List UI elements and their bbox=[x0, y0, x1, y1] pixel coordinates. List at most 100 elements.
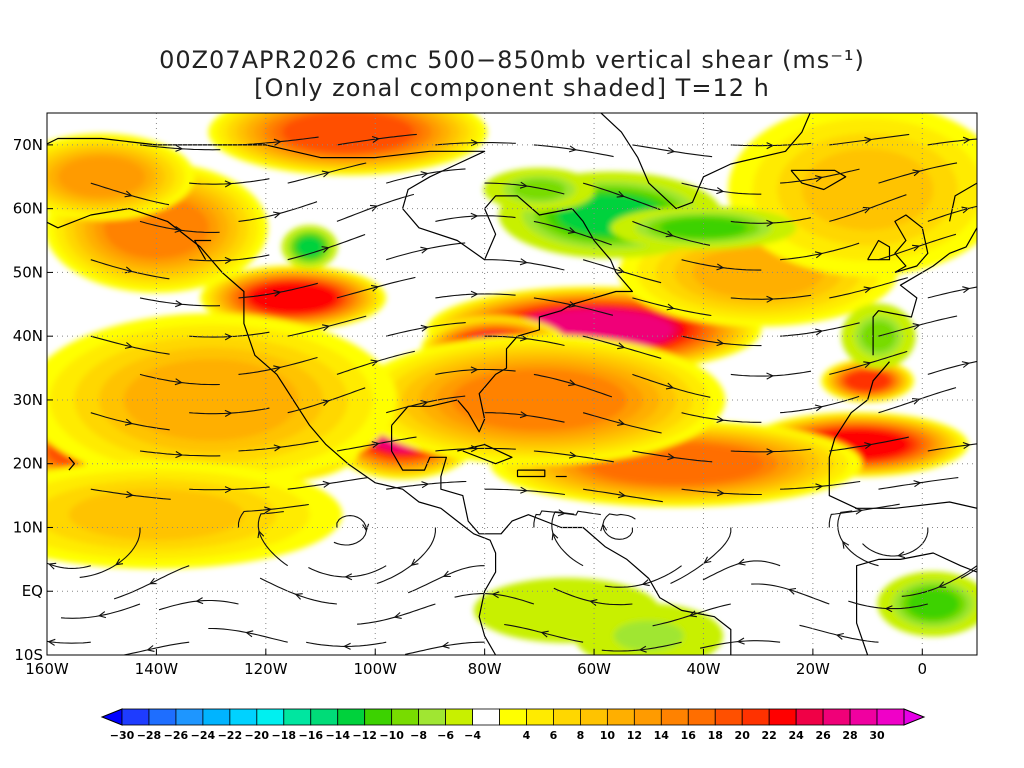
positive-shear-band bbox=[745, 412, 969, 478]
streamline bbox=[336, 350, 415, 375]
streamline-arrowhead bbox=[787, 587, 797, 595]
colorbar-swatch bbox=[876, 708, 905, 726]
streamline bbox=[139, 450, 221, 457]
streamline-arrowhead bbox=[937, 581, 947, 588]
colorbar-label: −30 bbox=[110, 729, 135, 742]
streamline bbox=[287, 315, 367, 337]
streamline-arrowhead bbox=[272, 211, 282, 219]
streamline bbox=[976, 259, 977, 260]
streamline-arrowhead bbox=[962, 136, 971, 144]
streamline-arrowhead bbox=[195, 597, 204, 605]
streamline bbox=[681, 259, 762, 271]
streamline-arrowhead bbox=[321, 399, 330, 407]
streamline bbox=[386, 168, 466, 184]
streamline-arrowhead bbox=[716, 263, 725, 271]
y-tick-label: 70N bbox=[13, 136, 43, 154]
streamline-arrowhead bbox=[273, 138, 282, 146]
streamline-arrowhead bbox=[273, 365, 282, 373]
streamline-arrowhead bbox=[148, 577, 158, 585]
shear-contour bbox=[451, 369, 627, 431]
streamline-arrowhead bbox=[667, 147, 676, 155]
streamline-arrowhead bbox=[862, 206, 871, 214]
streamline-arrowhead bbox=[410, 558, 419, 566]
streamline-arrowhead bbox=[766, 295, 775, 303]
colorbar-swatch bbox=[445, 708, 473, 726]
streamline bbox=[386, 242, 466, 261]
streamline bbox=[287, 233, 366, 261]
streamline bbox=[484, 182, 565, 195]
streamline bbox=[484, 488, 565, 496]
streamline bbox=[601, 641, 682, 652]
shear-contour bbox=[613, 620, 684, 652]
streamline bbox=[139, 297, 221, 307]
streamline bbox=[780, 322, 860, 337]
streamline-arrowhead bbox=[589, 599, 598, 607]
positive-shear-band bbox=[200, 265, 387, 331]
colorbar-swatch bbox=[418, 708, 446, 726]
streamline bbox=[878, 477, 959, 490]
streamline-arrowhead bbox=[97, 611, 107, 619]
streamline-arrowhead bbox=[519, 181, 528, 189]
streamline-arrowhead bbox=[815, 328, 824, 336]
streamline-arrowhead bbox=[766, 142, 775, 150]
streamline-arrowhead bbox=[600, 523, 608, 532]
streamline bbox=[435, 142, 516, 146]
streamline-arrowhead bbox=[264, 506, 273, 514]
colorbar-label: −26 bbox=[164, 729, 189, 742]
colorbar-swatch bbox=[229, 708, 258, 726]
streamline bbox=[780, 480, 861, 490]
streamline-arrowhead bbox=[124, 342, 134, 349]
streamline-arrowhead bbox=[245, 630, 254, 638]
colorbar-swatch bbox=[687, 708, 716, 726]
streamline bbox=[189, 178, 270, 185]
streamline bbox=[208, 627, 288, 643]
streamline-arrowhead bbox=[994, 550, 1001, 556]
streamline bbox=[238, 282, 318, 299]
colorbar-label: 28 bbox=[842, 729, 857, 742]
streamline bbox=[259, 577, 337, 605]
streamline bbox=[878, 315, 958, 337]
colorbar-swatch bbox=[580, 708, 608, 726]
positive-shear-band bbox=[47, 460, 343, 569]
streamline bbox=[357, 603, 436, 625]
streamline bbox=[837, 510, 879, 567]
streamline bbox=[533, 297, 614, 316]
colorbar-swatch bbox=[175, 708, 204, 726]
streamline bbox=[780, 395, 860, 414]
streamline-arrowhead bbox=[716, 489, 725, 497]
streamline-arrowhead bbox=[470, 212, 479, 220]
chart-title-line-1: 00Z07APR2026 cmc 500−850mb vertical shea… bbox=[159, 46, 865, 74]
streamline bbox=[189, 254, 270, 262]
streamline-arrowhead bbox=[912, 397, 921, 405]
streamline-arrowhead bbox=[519, 258, 528, 266]
y-tick-label: 10N bbox=[13, 518, 43, 536]
streamline-arrowhead bbox=[343, 642, 351, 650]
streamline-arrowhead bbox=[665, 382, 675, 390]
streamline-arrowhead bbox=[1013, 329, 1019, 335]
streamline-arrowhead bbox=[766, 219, 775, 227]
streamline-arrowhead bbox=[962, 441, 971, 450]
negative-shear-patch bbox=[877, 571, 977, 637]
streamline-arrowhead bbox=[568, 145, 578, 153]
streamline bbox=[976, 335, 977, 337]
colorbar: −30 −28 −26 −24 −22 −20 −18 −16 −14 −12 −10 −8 −6 −4 4… bbox=[100, 708, 926, 742]
streamline-arrowhead bbox=[420, 399, 429, 407]
streamline bbox=[533, 450, 614, 463]
streamline-arrowhead bbox=[884, 605, 893, 613]
streamline bbox=[927, 286, 977, 299]
streamline bbox=[927, 138, 977, 146]
colorbar-label: −12 bbox=[352, 729, 377, 742]
streamline bbox=[632, 450, 713, 463]
streamline-arrowhead bbox=[557, 509, 566, 517]
streamline-arrowhead bbox=[175, 451, 184, 459]
coastline bbox=[790, 169, 847, 191]
colorbar-label: 30 bbox=[869, 729, 885, 742]
streamline-arrowhead bbox=[961, 361, 971, 368]
map-frame bbox=[46, 112, 978, 656]
coastline bbox=[855, 552, 977, 655]
streamline bbox=[632, 220, 711, 246]
streamline-arrowhead bbox=[371, 135, 380, 143]
colorbar-swatch bbox=[714, 708, 743, 726]
streamline bbox=[927, 443, 977, 452]
